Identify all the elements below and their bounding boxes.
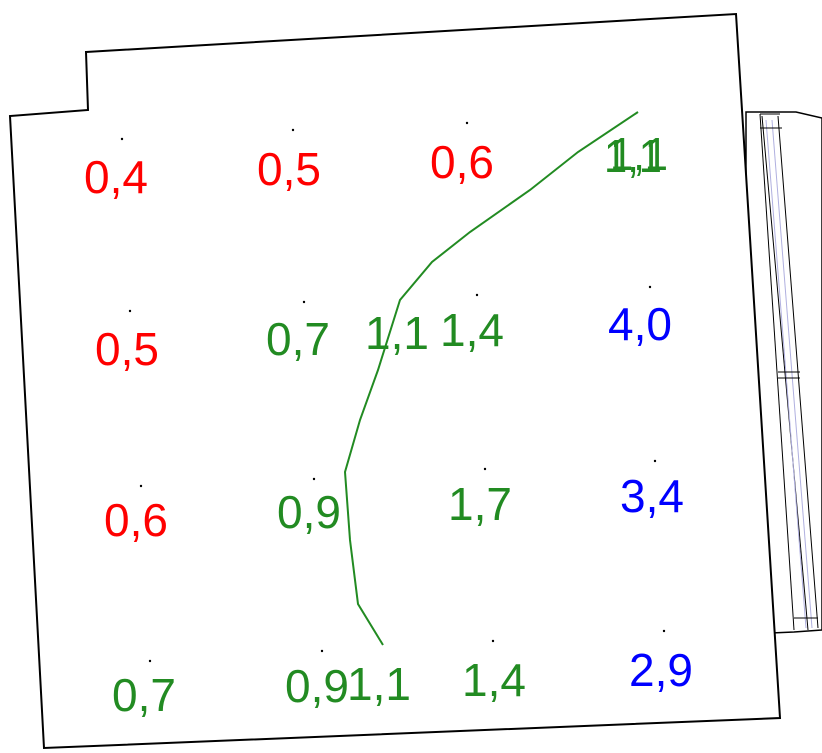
value-label: 1,1 [610, 128, 668, 180]
value-label: 0,7 [112, 669, 176, 721]
value-label: 3,4 [620, 470, 684, 522]
room-outline [8, 12, 782, 750]
value-label: 0,6 [430, 136, 494, 188]
value-label: 1,4 [462, 654, 526, 706]
value-label: 1,1 [347, 658, 411, 710]
measurement-points [120, 121, 666, 663]
value-label: 2,9 [629, 644, 693, 696]
value-labels: 0,4 0,5 0,6 1,1 1,1 0,5 0,7 1,1 1,4 4,0 … [84, 128, 693, 721]
value-label: 0,7 [266, 313, 330, 365]
value-label: 0,5 [257, 143, 321, 195]
value-label: 1,7 [448, 478, 512, 530]
value-label: 1,1 [604, 130, 662, 182]
value-label: 1,1 [365, 307, 429, 359]
isoline-contour [343, 111, 639, 646]
value-label: 0,9 [277, 486, 341, 538]
value-label: 0,9 [285, 660, 349, 712]
value-label: 4,0 [608, 298, 672, 350]
value-label: 0,5 [95, 323, 159, 375]
value-label: 0,4 [84, 151, 148, 203]
value-label: 1,4 [440, 304, 504, 356]
value-label: 0,6 [104, 494, 168, 546]
